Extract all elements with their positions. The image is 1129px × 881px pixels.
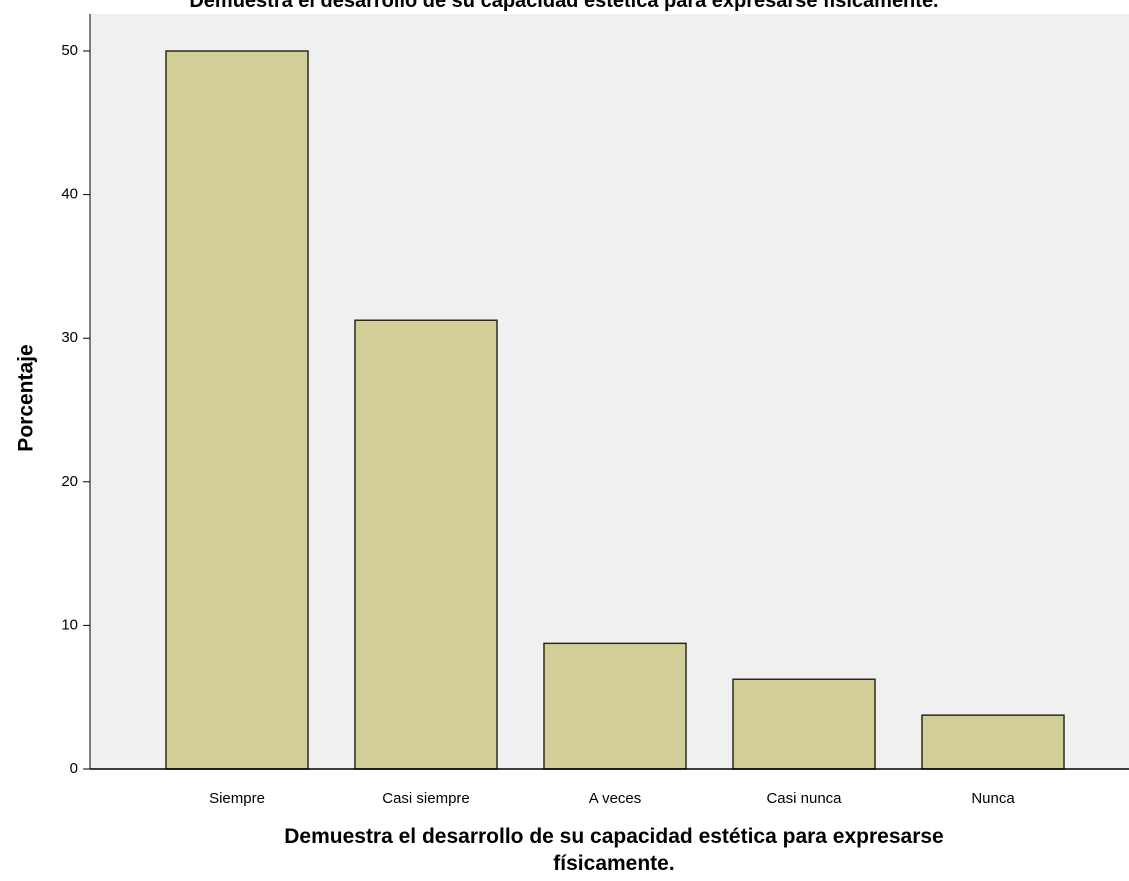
x-axis-title-line-2: físicamente. [553,852,674,875]
y-axis-title: Porcentaje [15,344,38,451]
y-axis: 0 10 20 30 40 50 [61,14,91,777]
x-axis-title-line-1: Demuestra el desarrollo de su capacidad … [284,825,944,848]
bars [165,50,1065,770]
bar-casi-nunca [732,678,876,770]
y-tick-label: 10 [61,616,78,633]
x-tick-label: Siempre [209,790,265,807]
x-tick-label: Nunca [971,790,1015,807]
y-tick-label: 30 [61,329,78,346]
y-tick-label: 20 [61,473,78,490]
y-tick-label: 40 [61,186,78,203]
x-tick-label: Casi nunca [766,790,842,807]
bar-a-veces [543,642,687,770]
y-tick-label: 50 [61,42,78,59]
bar-nunca [921,714,1065,770]
x-axis: Siempre Casi siempre A veces Casi nunca Nunc… [90,768,1129,807]
bar-casi-siempre [354,319,498,770]
x-tick-label: Casi siempre [382,790,470,807]
chart-title: Demuestra el desarrollo de su capacidad … [189,0,938,12]
y-tick-label: 0 [70,760,78,777]
bar-siempre [165,50,309,770]
x-tick-label: A veces [589,790,642,807]
